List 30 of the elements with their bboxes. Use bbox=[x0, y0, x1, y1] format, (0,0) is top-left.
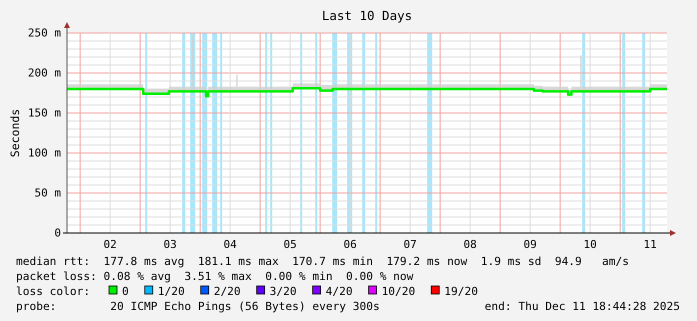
y-tick-label: 150 m bbox=[28, 106, 62, 120]
x-tick-label: 06 bbox=[344, 238, 357, 251]
text: packet loss: 0.08 % avg 3.51 % max 0.00 % min 0.00 % now bbox=[16, 270, 414, 283]
x-tick-label: 09 bbox=[524, 238, 537, 251]
text: median rtt: 177.8 ms avg 181.1 ms max 170.7 ms min 179.2 ms now 1.9 ms sd 94.9 am/s bbox=[16, 255, 629, 268]
x-tick-label: 10 bbox=[584, 238, 597, 251]
x-tick-label: 04 bbox=[224, 238, 238, 251]
y-tick-label: 50 m bbox=[34, 186, 62, 200]
x-tick-label: 11 bbox=[644, 238, 657, 251]
legend-label: 4/20 bbox=[326, 285, 353, 298]
chart-title: Last 10 Days bbox=[322, 8, 412, 23]
x-tick-label: 05 bbox=[284, 238, 297, 251]
x-tick-label: 03 bbox=[164, 238, 177, 251]
x-tick-label: 02 bbox=[104, 238, 117, 251]
y-tick-label: 100 m bbox=[28, 146, 62, 160]
legend-label: 1/20 bbox=[158, 285, 185, 298]
text: end: Thu Dec 11 18:44:28 2025 bbox=[484, 300, 680, 313]
x-tick-label: 08 bbox=[464, 238, 477, 251]
legend-label: 19/20 bbox=[444, 285, 478, 298]
legend-label: 3/20 bbox=[270, 285, 297, 298]
legend-label: 2/20 bbox=[214, 285, 241, 298]
y-tick-label: 200 m bbox=[28, 66, 62, 80]
x-tick-label: 07 bbox=[404, 238, 417, 251]
legend-label: 0 bbox=[122, 285, 129, 298]
y-axis-title: Seconds bbox=[8, 108, 22, 158]
legend-title: loss color: bbox=[16, 285, 90, 298]
y-tick-label: 250 m bbox=[28, 26, 62, 40]
legend-label: 10/20 bbox=[382, 285, 416, 298]
text: probe: 20 ICMP Echo Pings (56 Bytes) every 300s bbox=[16, 300, 380, 313]
y-tick-label: 0 bbox=[54, 226, 61, 240]
